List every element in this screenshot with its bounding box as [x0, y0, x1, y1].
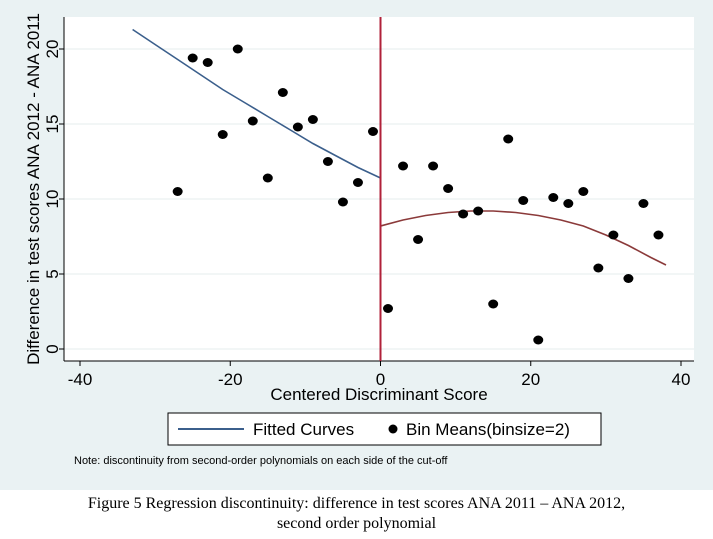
bin-mean-point [383, 304, 394, 313]
legend-bin-means-swatch [388, 424, 398, 434]
bin-mean-point [367, 127, 378, 136]
y-tick-label: 10 [43, 190, 62, 209]
y-tick-label: 15 [43, 115, 62, 134]
gridlines [64, 48, 694, 350]
bin-mean-point [593, 263, 604, 273]
caption-line-2: second order polynomial [276, 515, 437, 532]
bin-mean-point [292, 122, 303, 132]
legend-fitted-curves-label: Fitted Curves [253, 420, 354, 439]
bin-mean-point [548, 193, 559, 202]
bin-mean-point [337, 197, 348, 207]
bin-mean-point [578, 187, 589, 196]
x-tick-label: -40 [68, 370, 93, 389]
legend: Fitted Curves Bin Means(binsize=2) [167, 412, 602, 446]
bin-mean-point [653, 230, 664, 240]
bin-mean-point [623, 274, 634, 283]
bin-mean-point [443, 184, 454, 193]
bin-mean-point [277, 88, 288, 97]
fitted-curve-left [132, 28, 381, 179]
x-tick-label: 0 [376, 370, 385, 389]
bin-mean-point [413, 235, 424, 244]
bin-mean-point [428, 161, 439, 171]
caption-line-1: Figure 5 Regression discontinuity: diffe… [87, 495, 626, 512]
chart-note: Note: discontinuity from second-order po… [74, 455, 448, 467]
x-axis-label: Centered Discriminant Score [270, 385, 487, 404]
bin-mean-point [638, 199, 649, 208]
bin-mean-point [217, 130, 228, 139]
bin-mean-point [608, 230, 619, 240]
bin-mean-point [473, 206, 484, 216]
bin-mean-point [232, 44, 243, 54]
bin-mean-point [307, 115, 318, 124]
bin-mean-point [398, 161, 409, 171]
y-tick-label: 0 [43, 344, 62, 353]
y-axis-ticks: 0 5 10 15 20 [43, 40, 64, 354]
x-tick-label: 40 [672, 370, 691, 389]
rd-chart: -40 -20 0 20 40 0 5 10 15 20 Centered Discrimina… [24, 13, 694, 467]
bin-mean-point [247, 116, 258, 126]
bin-mean-point [533, 335, 544, 345]
bin-mean-point [503, 134, 514, 144]
bin-mean-point [262, 173, 273, 183]
x-axis-ticks: -40 -20 0 20 40 [68, 361, 691, 389]
x-tick-label: 20 [521, 370, 540, 389]
y-tick-label: 5 [43, 269, 62, 278]
figure-caption: Figure 5 Regression discontinuity: diffe… [0, 494, 713, 534]
y-axis-label: Difference in test scores ANA 2012 - ANA… [24, 13, 43, 365]
bin-means-points [172, 44, 664, 345]
bin-mean-point [187, 53, 198, 63]
legend-bin-means-label: Bin Means(binsize=2) [406, 420, 570, 439]
bin-mean-point [458, 209, 469, 219]
bin-mean-point [563, 199, 574, 208]
bin-mean-point [352, 178, 363, 187]
bin-mean-point [518, 196, 529, 205]
bin-mean-point [202, 58, 213, 67]
y-tick-label: 20 [43, 40, 62, 59]
bin-mean-point [488, 299, 499, 309]
x-tick-label: -20 [218, 370, 243, 389]
plot-area [64, 17, 694, 361]
bin-mean-point [172, 187, 183, 196]
fitted-curve-right [380, 210, 667, 266]
bin-mean-point [322, 157, 333, 166]
